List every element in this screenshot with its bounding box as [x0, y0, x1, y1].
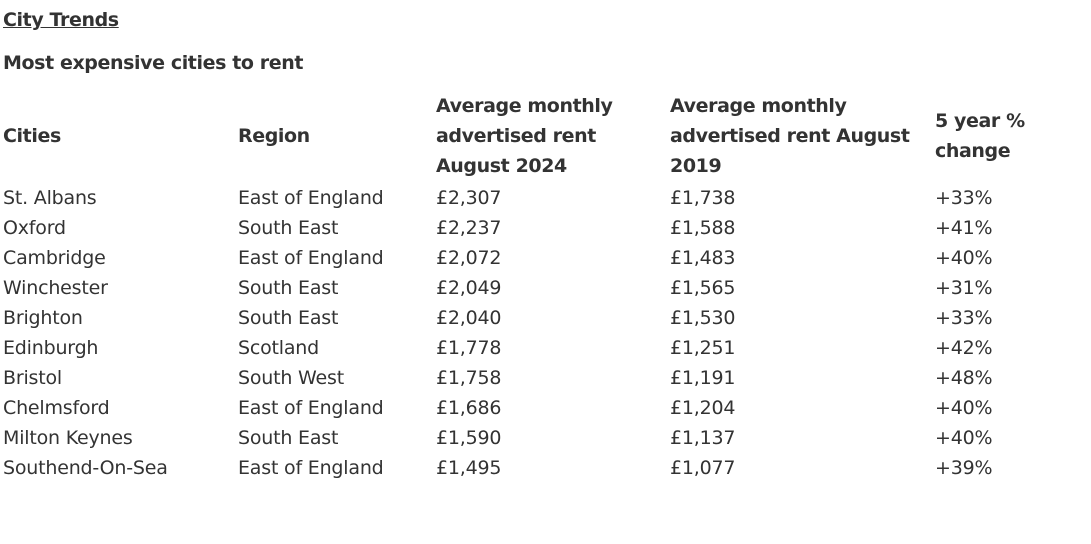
rent-2024-cell: £1,686 — [436, 397, 502, 419]
column-header-cities: Cities — [3, 125, 61, 147]
rent-2024-cell: £1,758 — [436, 367, 502, 389]
region-cell: South East — [238, 427, 339, 449]
region-cell: South East — [238, 277, 339, 299]
rent-2019-cell: £1,191 — [670, 367, 736, 389]
change-cell: +42% — [935, 337, 993, 359]
rent-2024-cell: £2,040 — [436, 307, 502, 329]
table-row: Chelmsford East of England £1,686 £1,204… — [3, 393, 1089, 423]
region-cell: South East — [238, 217, 339, 239]
rent-2019-cell: £1,565 — [670, 277, 736, 299]
table-row: Winchester South East £2,049 £1,565 +31% — [3, 273, 1089, 303]
rent-2024-cell: £1,495 — [436, 457, 502, 479]
city-trends-link[interactable]: City Trends — [3, 9, 119, 31]
change-cell: +31% — [935, 277, 993, 299]
change-cell: +40% — [935, 397, 993, 419]
rent-2019-cell: £1,077 — [670, 457, 736, 479]
rent-2019-cell: £1,738 — [670, 187, 736, 209]
city-cell: Edinburgh — [3, 337, 99, 359]
city-cell: Chelmsford — [3, 397, 110, 419]
change-cell: +39% — [935, 457, 993, 479]
region-cell: East of England — [238, 397, 384, 419]
change-cell: +40% — [935, 247, 993, 269]
rent-2024-cell: £1,590 — [436, 427, 502, 449]
rent-2019-cell: £1,251 — [670, 337, 736, 359]
rent-2019-cell: £1,530 — [670, 307, 736, 329]
rent-2019-cell: £1,588 — [670, 217, 736, 239]
rent-2024-cell: £1,778 — [436, 337, 502, 359]
region-cell: East of England — [238, 187, 384, 209]
region-cell: East of England — [238, 457, 384, 479]
region-cell: South West — [238, 367, 344, 389]
rent-2024-cell: £2,307 — [436, 187, 502, 209]
city-cell: Southend-On-Sea — [3, 457, 168, 479]
region-cell: East of England — [238, 247, 384, 269]
city-cell: Brighton — [3, 307, 83, 329]
region-cell: Scotland — [238, 337, 320, 359]
change-cell: +33% — [935, 187, 993, 209]
table-row: Southend-On-Sea East of England £1,495 £… — [3, 453, 1089, 483]
column-header-five-year-change: 5 year % change — [935, 110, 1025, 162]
rent-table: Cities Region Average monthly advertised… — [3, 89, 1089, 483]
table-row: Milton Keynes South East £1,590 £1,137 +… — [3, 423, 1089, 453]
table-row: St. Albans East of England £2,307 £1,738… — [3, 183, 1089, 213]
column-header-region: Region — [238, 125, 310, 147]
city-cell: Cambridge — [3, 247, 106, 269]
table-row: Bristol South West £1,758 £1,191 +48% — [3, 363, 1089, 393]
table-row: Edinburgh Scotland £1,778 £1,251 +42% — [3, 333, 1089, 363]
table-row: Oxford South East £2,237 £1,588 +41% — [3, 213, 1089, 243]
table-row: Brighton South East £2,040 £1,530 +33% — [3, 303, 1089, 333]
table-row: Cambridge East of England £2,072 £1,483 … — [3, 243, 1089, 273]
rent-2019-cell: £1,483 — [670, 247, 736, 269]
rent-2019-cell: £1,204 — [670, 397, 736, 419]
city-cell: Milton Keynes — [3, 427, 133, 449]
rent-2024-cell: £2,072 — [436, 247, 502, 269]
region-cell: South East — [238, 307, 339, 329]
rent-2019-cell: £1,137 — [670, 427, 736, 449]
change-cell: +33% — [935, 307, 993, 329]
table-title: Most expensive cities to rent — [3, 52, 304, 74]
city-cell: St. Albans — [3, 187, 97, 209]
city-cell: Winchester — [3, 277, 108, 299]
table-header-row: Cities Region Average monthly advertised… — [3, 89, 1089, 183]
column-header-rent-2024: Average monthly advertised rent August 2… — [436, 95, 613, 177]
column-header-rent-2019: Average monthly advertised rent August 2… — [670, 95, 910, 177]
rent-2024-cell: £2,049 — [436, 277, 502, 299]
city-cell: Bristol — [3, 367, 62, 389]
change-cell: +41% — [935, 217, 993, 239]
city-cell: Oxford — [3, 217, 66, 239]
rent-2024-cell: £2,237 — [436, 217, 502, 239]
change-cell: +48% — [935, 367, 993, 389]
change-cell: +40% — [935, 427, 993, 449]
